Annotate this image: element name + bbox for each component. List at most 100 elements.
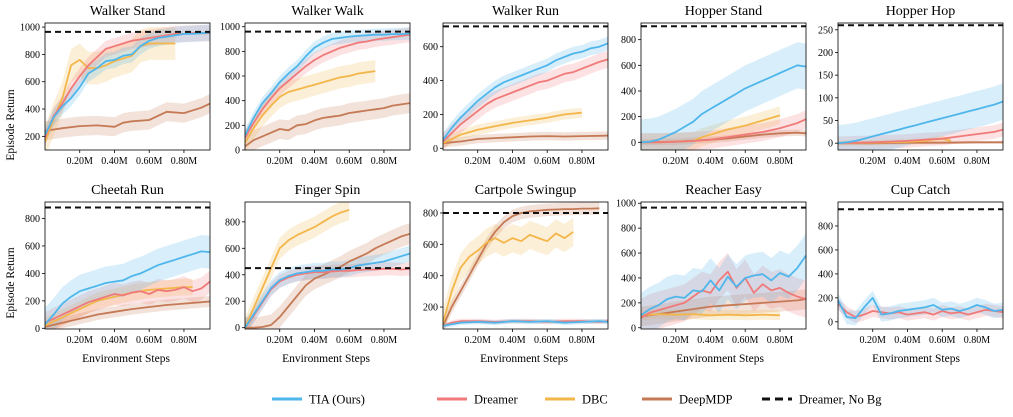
- x-tick-label: 0.40M: [894, 156, 921, 167]
- line-deepmdp: [45, 102, 210, 132]
- line-tia-ours-: [641, 64, 806, 144]
- panel-title: Finger Spin: [295, 183, 361, 198]
- x-tick-label: 0.40M: [499, 335, 526, 346]
- y-tick-label: 0: [35, 324, 40, 335]
- x-tick-label: 0.20M: [860, 156, 887, 167]
- line-tia-ours-: [641, 254, 806, 317]
- panel-walker-stand: Walker Stand 200 400 600 800 1000 0.20M 0.40M 0.…: [20, 4, 211, 167]
- axes-frame: [442, 201, 609, 330]
- x-tick-label: 0.40M: [697, 156, 724, 167]
- x-tick-label: 0.60M: [534, 156, 561, 167]
- x-tick-label: 0.40M: [499, 156, 526, 167]
- y-tick-label: 1000: [616, 199, 636, 210]
- y-tick-label: 400: [818, 269, 833, 280]
- legend-label: Dreamer, No Bg: [799, 393, 882, 407]
- legend-item-dreamer: Dreamer: [437, 393, 519, 407]
- line-deepmdp: [45, 300, 210, 328]
- x-axis-label-5: Environment Steps: [872, 353, 960, 365]
- panel-title: Hopper Hop: [886, 4, 956, 19]
- y-axis-label-top: Episode Return: [5, 89, 17, 160]
- panel-cartpole-swingup: Cartpole Swingup 200 400 600 800 0.20M 0.40M 0.…: [423, 183, 609, 346]
- line-tia-ours-: [443, 42, 608, 141]
- band-tia-ours-: [45, 24, 210, 144]
- x-axis-label-2: Environment Steps: [282, 353, 370, 365]
- y-tick-label: 100: [818, 93, 833, 104]
- legend-label: Dreamer: [474, 393, 519, 407]
- y-tick-label: 200: [818, 48, 833, 59]
- panel-walker-run: Walker Run 0 200 400 600 0.20M 0.40M 0.60M 0.80M: [423, 4, 609, 167]
- x-tick-label: 0.80M: [964, 335, 991, 346]
- x-tick-label: 0.40M: [697, 335, 724, 346]
- line-dreamer: [838, 128, 1003, 145]
- x-tick-label: 0.60M: [732, 335, 759, 346]
- y-tick-label: 200: [621, 112, 636, 123]
- band-dbc: [641, 106, 780, 150]
- line-tia-ours-: [45, 31, 210, 136]
- y-tick-label: 0: [828, 317, 833, 328]
- band-dbc: [245, 60, 376, 150]
- y-tick-label: 400: [25, 105, 40, 116]
- axes-frame: [244, 22, 411, 151]
- panel-title: Cartpole Swingup: [475, 183, 577, 198]
- legend-label: DeepMDP: [679, 393, 733, 407]
- x-tick-label: 0.40M: [301, 335, 328, 346]
- line-tia-ours-: [838, 100, 1003, 145]
- axes-frame: [44, 201, 211, 330]
- y-tick-label: 800: [818, 221, 833, 232]
- x-tick-label: 0.60M: [136, 335, 163, 346]
- x-tick-label: 0.60M: [136, 156, 163, 167]
- x-axis-label-4: Environment Steps: [676, 353, 764, 365]
- y-tick-label: 200: [25, 132, 40, 143]
- axes-frame: [837, 22, 1004, 151]
- x-tick-label: 0.20M: [67, 156, 94, 167]
- panel-title: Walker Stand: [90, 4, 165, 19]
- legend-label: TIA (Ours): [309, 393, 365, 407]
- line-dreamer: [838, 303, 1003, 318]
- y-tick-label: 250: [818, 25, 833, 36]
- band-tia-ours-: [641, 42, 806, 150]
- band-deepmdp: [245, 223, 410, 329]
- y-tick-label: 400: [621, 273, 636, 284]
- y-tick-label: 600: [621, 249, 636, 260]
- legend-item-tia-ours-: TIA (Ours): [272, 393, 365, 407]
- line-tia-ours-: [443, 320, 608, 327]
- line-dbc: [245, 209, 350, 329]
- line-deepmdp: [443, 134, 608, 145]
- y-tick-label: 200: [225, 297, 240, 308]
- line-dbc: [443, 111, 582, 145]
- band-deepmdp: [443, 131, 608, 148]
- x-tick-label: 0.80M: [767, 156, 794, 167]
- y-tick-label: 800: [25, 214, 40, 225]
- x-tick-label: 0.20M: [267, 335, 294, 346]
- line-dbc: [641, 313, 780, 317]
- y-tick-label: 400: [423, 76, 438, 87]
- y-tick-label: 600: [25, 241, 40, 252]
- line-dreamer: [641, 118, 806, 144]
- axes-frame: [44, 22, 211, 151]
- panel-title: Hopper Stand: [685, 4, 762, 19]
- x-tick-label: 0.40M: [894, 335, 921, 346]
- x-tick-label: 0.80M: [371, 156, 398, 167]
- axes-frame: [640, 22, 807, 151]
- band-dbc: [245, 202, 350, 329]
- legend-label: DBC: [582, 393, 608, 407]
- line-deepmdp: [245, 232, 410, 329]
- panel-title: Cheetah Run: [91, 183, 164, 198]
- x-tick-label: 0.80M: [371, 335, 398, 346]
- line-deepmdp: [245, 102, 410, 148]
- y-tick-label: 0: [631, 138, 636, 149]
- band-tia-ours-: [245, 245, 410, 329]
- x-tick-label: 0.20M: [663, 156, 690, 167]
- y-tick-label: 400: [225, 270, 240, 281]
- y-tick-label: 200: [818, 293, 833, 304]
- x-tick-label: 0.60M: [929, 156, 956, 167]
- x-tick-label: 0.40M: [101, 335, 128, 346]
- band-dbc: [45, 27, 176, 150]
- band-deepmdp: [641, 289, 806, 327]
- axes-frame: [640, 201, 807, 330]
- y-tick-label: 0: [828, 139, 833, 150]
- legend-item-deepmdp: DeepMDP: [642, 393, 733, 407]
- y-tick-label: 600: [818, 245, 833, 256]
- legend: TIA (Ours) Dreamer DBC DeepMDP Dreamer, No B…: [272, 393, 882, 407]
